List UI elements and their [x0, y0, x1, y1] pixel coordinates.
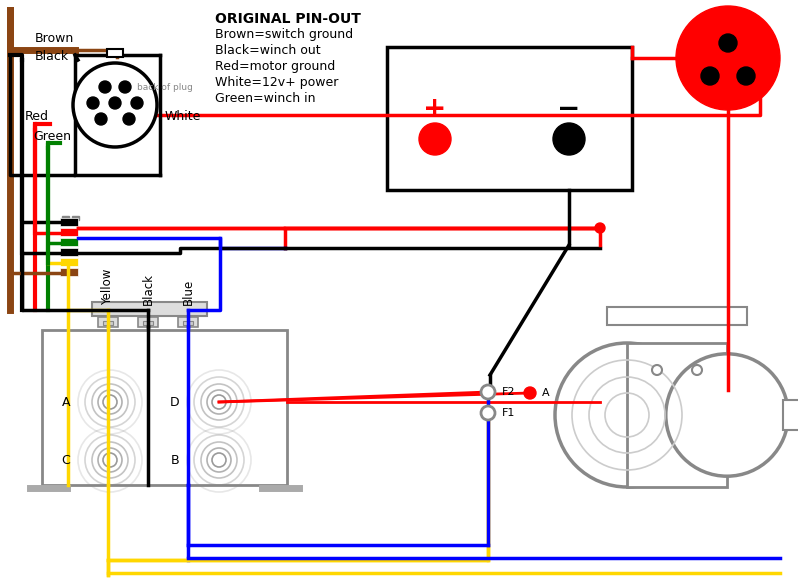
Bar — [60, 258, 78, 266]
Bar — [107, 49, 123, 57]
Bar — [62, 216, 69, 220]
Text: −: − — [557, 95, 581, 123]
Circle shape — [666, 354, 788, 476]
Bar — [60, 228, 78, 236]
Text: +: + — [423, 95, 447, 123]
Text: Yellow: Yellow — [101, 269, 114, 305]
Circle shape — [652, 365, 662, 375]
Bar — [783, 400, 798, 430]
Text: D: D — [169, 395, 179, 408]
Text: C: C — [61, 453, 70, 466]
Bar — [183, 321, 193, 325]
Bar — [60, 238, 78, 246]
Circle shape — [719, 34, 737, 52]
Text: ORIGINAL PIN-OUT: ORIGINAL PIN-OUT — [215, 12, 361, 26]
Circle shape — [87, 97, 99, 109]
Bar — [138, 317, 158, 327]
Text: F2: F2 — [502, 387, 516, 397]
Text: Brown=switch ground: Brown=switch ground — [215, 28, 354, 41]
Circle shape — [73, 63, 157, 147]
Bar — [60, 248, 78, 256]
Bar — [143, 321, 153, 325]
Text: A: A — [542, 388, 550, 398]
Bar — [103, 321, 113, 325]
Text: Green=winch in: Green=winch in — [215, 92, 315, 105]
Text: B: B — [171, 453, 179, 466]
Text: A: A — [61, 395, 70, 408]
Bar — [98, 317, 118, 327]
Circle shape — [419, 123, 451, 155]
Bar — [42, 330, 287, 485]
Text: Brown: Brown — [35, 32, 74, 44]
Bar — [72, 216, 79, 220]
Circle shape — [481, 406, 495, 420]
Circle shape — [481, 385, 495, 399]
Bar — [387, 47, 632, 190]
Text: Black: Black — [35, 50, 69, 64]
Bar — [92, 302, 207, 316]
Circle shape — [595, 223, 605, 233]
Text: F1: F1 — [502, 408, 516, 418]
Text: White=12v+ power: White=12v+ power — [215, 76, 338, 89]
Circle shape — [524, 387, 536, 399]
Text: Red=motor ground: Red=motor ground — [215, 60, 335, 73]
Circle shape — [737, 67, 755, 85]
Text: White: White — [165, 111, 201, 123]
Text: Blue: Blue — [181, 278, 195, 305]
Circle shape — [692, 365, 702, 375]
Circle shape — [555, 343, 699, 487]
Circle shape — [701, 67, 719, 85]
Circle shape — [99, 81, 111, 93]
Bar — [607, 307, 747, 325]
Circle shape — [95, 113, 107, 125]
Text: back of plug: back of plug — [137, 82, 193, 91]
Bar — [627, 343, 727, 487]
Circle shape — [131, 97, 143, 109]
Text: Green: Green — [33, 130, 71, 143]
Circle shape — [119, 81, 131, 93]
Circle shape — [676, 6, 780, 110]
Circle shape — [109, 97, 121, 109]
Text: Black: Black — [141, 273, 155, 305]
Bar — [178, 317, 198, 327]
Bar — [60, 268, 78, 276]
Circle shape — [123, 113, 135, 125]
Bar — [60, 218, 78, 226]
Circle shape — [553, 123, 585, 155]
Text: Red: Red — [25, 111, 49, 123]
Text: Black=winch out: Black=winch out — [215, 44, 321, 57]
